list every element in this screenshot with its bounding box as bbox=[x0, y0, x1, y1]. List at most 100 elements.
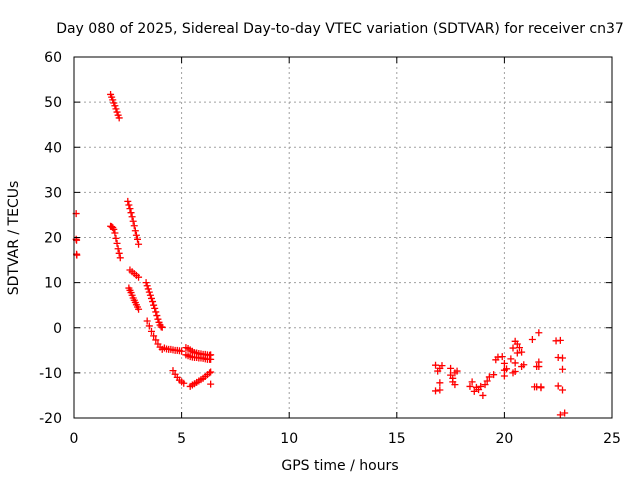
data-point bbox=[180, 379, 188, 387]
data-point bbox=[507, 355, 515, 363]
data-point bbox=[470, 387, 478, 395]
data-point bbox=[515, 344, 523, 352]
data-point bbox=[150, 301, 158, 309]
data-point bbox=[479, 391, 487, 399]
data-point bbox=[483, 377, 491, 385]
data-point bbox=[535, 329, 543, 337]
x-tick-label: 20 bbox=[495, 431, 513, 447]
data-point bbox=[535, 363, 543, 371]
x-tick-label: 15 bbox=[388, 431, 406, 447]
data-point bbox=[150, 332, 158, 340]
y-tick-label: 30 bbox=[44, 185, 62, 201]
y-tick-label: 40 bbox=[44, 140, 62, 156]
data-point bbox=[528, 335, 536, 343]
data-point bbox=[110, 225, 118, 233]
data-point bbox=[144, 285, 152, 293]
data-point bbox=[111, 229, 119, 237]
y-tick-label: 20 bbox=[44, 231, 62, 247]
data-point bbox=[145, 322, 153, 330]
data-point bbox=[152, 308, 160, 316]
data-point bbox=[466, 382, 474, 390]
data-point bbox=[559, 386, 567, 394]
data-point bbox=[145, 288, 153, 296]
data-point bbox=[153, 312, 161, 320]
data-point bbox=[559, 354, 567, 362]
data-point bbox=[481, 381, 489, 389]
y-tick-label: -20 bbox=[39, 411, 62, 427]
data-point bbox=[511, 359, 519, 367]
y-tick-label: 60 bbox=[44, 50, 62, 66]
data-point bbox=[432, 387, 440, 395]
data-point bbox=[114, 245, 122, 253]
data-point bbox=[128, 213, 136, 221]
data-point bbox=[556, 411, 564, 419]
data-point bbox=[135, 305, 143, 313]
x-tick-label: 0 bbox=[70, 431, 79, 447]
chart-title: Day 080 of 2025, Sidereal Day-to-day VTE… bbox=[56, 21, 624, 37]
data-point bbox=[142, 279, 150, 287]
data-point bbox=[518, 348, 526, 356]
data-point bbox=[537, 383, 545, 391]
data-point bbox=[509, 344, 517, 352]
data-point bbox=[112, 105, 120, 113]
data-point bbox=[520, 361, 528, 369]
data-point bbox=[127, 209, 135, 217]
data-point bbox=[554, 382, 562, 390]
x-axis-label: GPS time / hours bbox=[281, 458, 398, 474]
data-point bbox=[207, 380, 215, 388]
data-point bbox=[133, 235, 141, 243]
data-point bbox=[147, 327, 155, 335]
data-point bbox=[436, 386, 444, 394]
data-point bbox=[146, 291, 154, 299]
data-point bbox=[500, 359, 508, 367]
data-point bbox=[206, 369, 214, 377]
data-point bbox=[432, 361, 440, 369]
data-point bbox=[513, 349, 521, 357]
data-point bbox=[511, 368, 519, 376]
data-point bbox=[490, 371, 498, 379]
data-points bbox=[72, 90, 569, 419]
data-point bbox=[477, 382, 485, 390]
data-point bbox=[154, 315, 162, 323]
y-tick-label: 50 bbox=[44, 95, 62, 111]
data-point bbox=[436, 379, 444, 387]
data-point bbox=[149, 298, 157, 306]
data-point bbox=[135, 273, 143, 281]
data-point bbox=[113, 108, 121, 116]
y-tick-label: -10 bbox=[39, 366, 62, 382]
data-point bbox=[207, 355, 215, 363]
data-point bbox=[130, 222, 138, 230]
data-point bbox=[115, 249, 123, 257]
data-point bbox=[556, 336, 564, 344]
data-point bbox=[561, 409, 569, 417]
x-tick-label: 25 bbox=[603, 431, 621, 447]
data-point bbox=[559, 365, 567, 373]
data-point bbox=[135, 240, 143, 248]
data-point bbox=[503, 365, 511, 373]
data-point bbox=[126, 205, 134, 213]
data-point bbox=[178, 347, 186, 355]
data-point bbox=[468, 378, 476, 386]
data-point bbox=[113, 239, 121, 247]
data-point bbox=[115, 114, 123, 122]
data-point bbox=[158, 323, 166, 331]
y-tick-label: 10 bbox=[44, 276, 62, 292]
grid bbox=[74, 57, 612, 418]
data-point bbox=[132, 231, 140, 239]
data-point bbox=[112, 234, 120, 242]
y-tick-label: 0 bbox=[53, 321, 62, 337]
data-point bbox=[498, 353, 506, 361]
axis-ticks: 0 5 10 15 20 25 -20 -10 0 10 20 30 40 50 60 bbox=[39, 50, 621, 447]
data-point bbox=[143, 282, 151, 290]
data-point bbox=[500, 372, 508, 380]
data-point bbox=[125, 201, 133, 209]
data-point bbox=[451, 381, 459, 389]
data-point bbox=[109, 96, 117, 104]
x-tick-label: 5 bbox=[177, 431, 186, 447]
data-point bbox=[116, 254, 124, 262]
data-point bbox=[143, 317, 151, 325]
data-point bbox=[111, 102, 119, 110]
data-point bbox=[152, 336, 160, 344]
data-point bbox=[453, 367, 461, 375]
data-point bbox=[147, 294, 155, 302]
